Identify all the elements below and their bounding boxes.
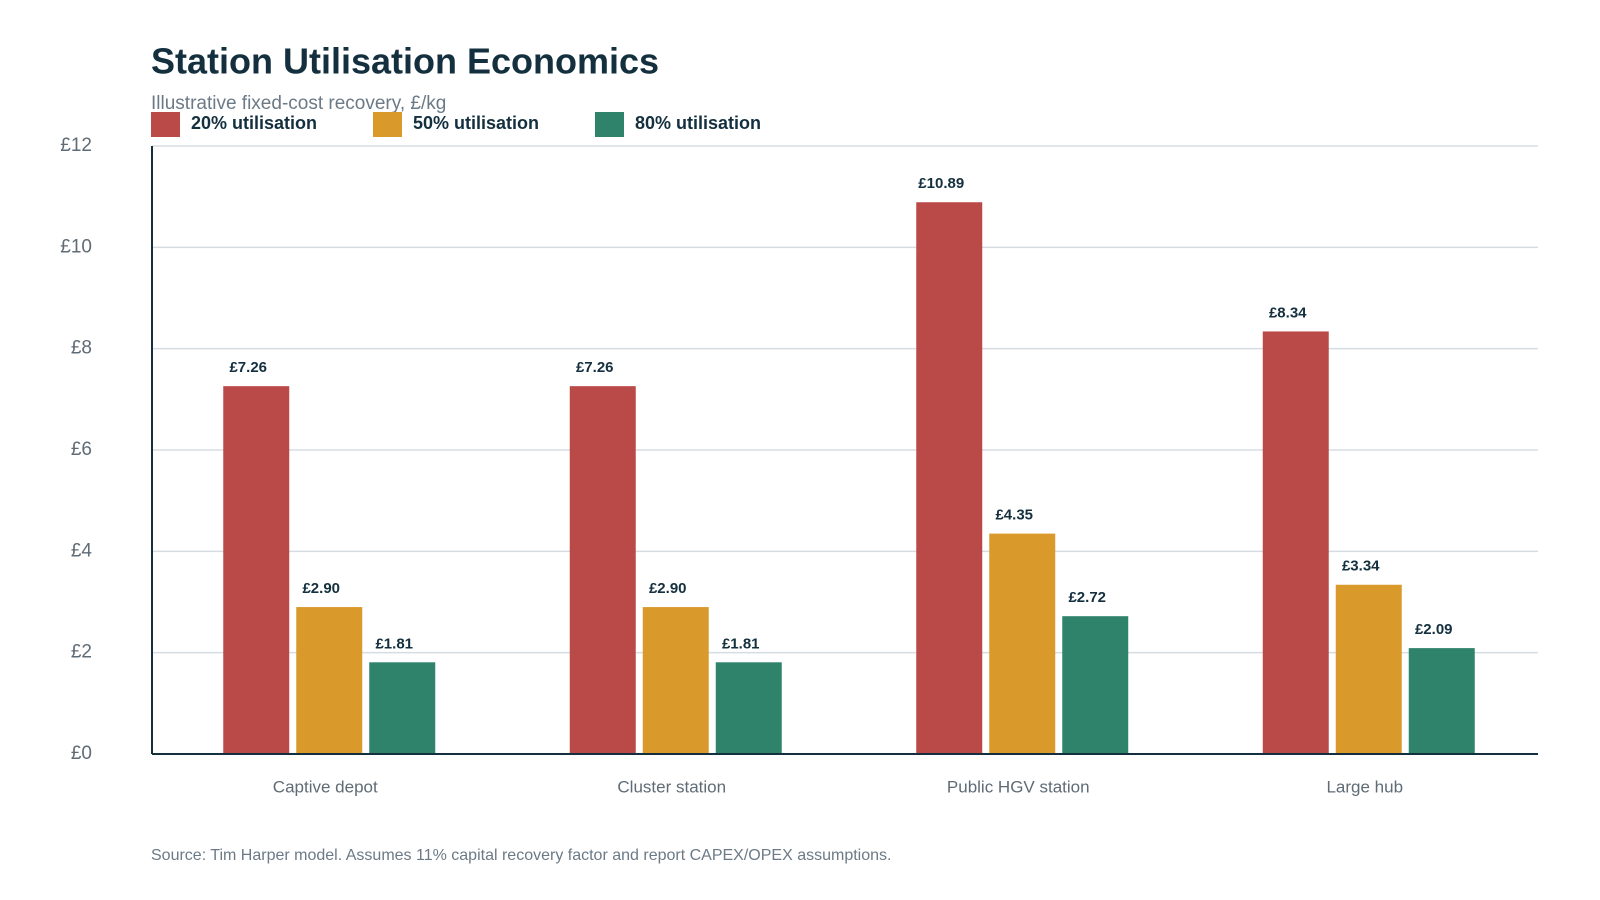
x-tick-label: Cluster station	[617, 777, 726, 796]
bar	[1335, 584, 1402, 754]
chart-title: Station Utilisation Economics	[151, 41, 659, 82]
bar	[642, 607, 709, 754]
bar	[569, 386, 636, 754]
y-tick-label: £0	[71, 743, 92, 764]
chart-subtitle: Illustrative fixed-cost recovery, £/kg	[151, 93, 446, 114]
bar	[1062, 616, 1129, 754]
bar	[715, 662, 782, 754]
y-tick-label: £2	[71, 642, 92, 663]
value-label: £2.09	[1415, 621, 1453, 638]
value-label: £2.72	[1068, 589, 1106, 606]
y-tick-label: £6	[71, 439, 92, 460]
y-tick-label: £12	[60, 135, 92, 156]
value-label: £7.26	[229, 359, 267, 376]
y-tick-label: £8	[71, 338, 92, 359]
bar	[989, 533, 1056, 754]
x-tick-label: Captive depot	[273, 777, 378, 796]
bar	[1408, 648, 1475, 754]
value-label: £8.34	[1269, 304, 1307, 321]
bar	[1262, 331, 1329, 754]
value-label: £2.90	[302, 580, 340, 597]
bar	[369, 662, 436, 754]
value-label: £1.81	[375, 635, 413, 652]
value-label: £1.81	[722, 635, 760, 652]
value-label: £7.26	[576, 359, 614, 376]
legend-label: 80% utilisation	[635, 113, 761, 133]
value-label: £4.35	[995, 507, 1033, 524]
y-tick-label: £10	[60, 236, 92, 257]
legend-swatch	[373, 112, 402, 137]
bar	[223, 386, 290, 754]
value-label: £2.90	[649, 580, 687, 597]
value-label: £10.89	[918, 175, 964, 192]
value-label: £3.34	[1342, 558, 1380, 575]
x-tick-label: Public HGV station	[947, 777, 1090, 796]
bar	[916, 202, 983, 755]
x-tick-label: Large hub	[1326, 777, 1403, 796]
y-tick-label: £4	[71, 540, 93, 561]
source-note: Source: Tim Harper model. Assumes 11% ca…	[151, 847, 891, 864]
legend-label: 50% utilisation	[413, 113, 539, 133]
legend-swatch	[595, 112, 624, 137]
legend-swatch	[151, 112, 180, 137]
bar	[296, 607, 363, 754]
legend-label: 20% utilisation	[191, 113, 317, 133]
